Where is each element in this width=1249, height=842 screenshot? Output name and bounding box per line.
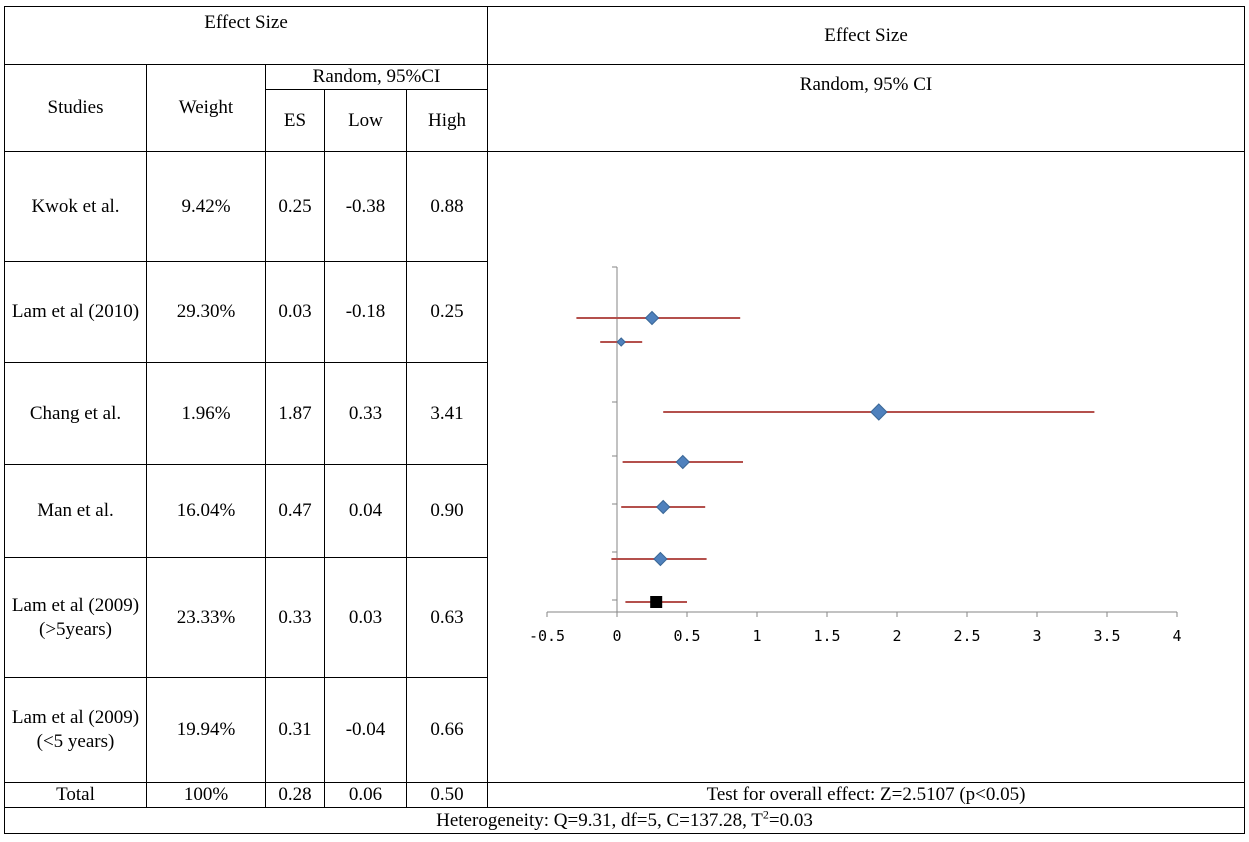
study-weight: 1.96% bbox=[146, 362, 266, 466]
study-es: 0.33 bbox=[265, 557, 325, 678]
forest-plot-chart: -0.5 0 0.5 1 1.5 2 2.5 3 3.5 4 bbox=[529, 266, 1182, 645]
study-low: 0.03 bbox=[324, 557, 407, 678]
summary-square-marker bbox=[650, 596, 663, 608]
x-tick-label: -0.5 bbox=[529, 627, 565, 645]
study-name: Kwok et al. bbox=[4, 150, 147, 263]
total-high: 0.50 bbox=[405, 782, 489, 808]
study-weight: 19.94% bbox=[146, 676, 266, 784]
effect-diamond-marker bbox=[656, 499, 671, 515]
forest-plot-cell: -0.5 0 0.5 1 1.5 2 2.5 3 3.5 4 bbox=[487, 151, 1246, 783]
study-weight: 16.04% bbox=[146, 464, 266, 559]
study-weight: 29.30% bbox=[146, 261, 266, 364]
study-es: 0.31 bbox=[265, 676, 325, 784]
study-name: Man et al. bbox=[4, 464, 147, 559]
effect-diamond-marker bbox=[644, 310, 660, 326]
study-es: 0.03 bbox=[265, 261, 325, 364]
x-tick-label: 2 bbox=[893, 627, 902, 645]
study-low: 0.33 bbox=[324, 362, 407, 466]
effect-diamond-marker bbox=[870, 403, 888, 421]
study-es: 1.87 bbox=[265, 362, 325, 466]
table-row: Kwok et al. 9.42% 0.25 -0.38 0.88 -0.5 0 0… bbox=[4, 150, 1246, 783]
study-high: 0.63 bbox=[405, 557, 489, 678]
study-high: 0.25 bbox=[405, 261, 489, 364]
effect-diamond-marker bbox=[675, 454, 691, 470]
study-name: Lam et al (2009) (>5years) bbox=[4, 557, 147, 678]
study-weight: 9.42% bbox=[146, 150, 266, 263]
x-tick-label: 0.5 bbox=[673, 627, 700, 645]
total-weight: 100% bbox=[146, 782, 266, 808]
col-header-es: ES bbox=[265, 89, 325, 152]
x-tick-label: 3.5 bbox=[1093, 627, 1120, 645]
x-tick-label: 1.5 bbox=[813, 627, 840, 645]
table-row: Man et al. 16.04% 0.47 0.04 0.90 bbox=[4, 464, 1245, 559]
x-tick-label: 2.5 bbox=[953, 627, 980, 645]
x-tick-label: 0 bbox=[613, 627, 622, 645]
heterogeneity-superscript: 2 bbox=[762, 807, 769, 822]
col-header-studies: Studies bbox=[4, 64, 147, 152]
study-low: -0.04 bbox=[324, 676, 407, 784]
study-low: -0.18 bbox=[324, 261, 407, 364]
study-name: Lam et al (2009) (<5 years) bbox=[4, 676, 147, 784]
study-low: 0.04 bbox=[324, 464, 407, 559]
heterogeneity-suffix: =0.03 bbox=[768, 809, 813, 831]
heterogeneity-row: Heterogeneity: Q=9.31, df=5, C=137.28, T… bbox=[3, 807, 1246, 834]
col-header-random-ci: Random, 95%CI bbox=[264, 64, 489, 90]
header-effect-size-right: Effect Size bbox=[487, 6, 1246, 65]
plot-subtitle: Random, 95% CI bbox=[487, 64, 1246, 152]
study-es: 0.25 bbox=[265, 150, 325, 263]
header-effect-size-left: Effect Size bbox=[3, 6, 489, 65]
col-header-weight: Weight bbox=[146, 64, 266, 152]
table-row: Lam et al (2009) (>5years) 23.33% 0.33 0… bbox=[4, 557, 1245, 678]
total-label: Total bbox=[4, 782, 147, 808]
effect-diamond-marker bbox=[653, 551, 668, 567]
overall-effect-test: Test for overall effect: Z=2.5107 (p<0.0… bbox=[487, 782, 1246, 808]
study-high: 3.41 bbox=[405, 362, 489, 466]
study-name: Chang et al. bbox=[4, 362, 147, 466]
study-high: 0.90 bbox=[405, 464, 489, 559]
forest-table: Effect Size Effect Size Studies Weight R… bbox=[3, 6, 1246, 834]
study-high: 0.88 bbox=[405, 150, 489, 263]
x-tick-label: 1 bbox=[753, 627, 762, 645]
total-low: 0.06 bbox=[324, 782, 407, 808]
effect-diamond-marker bbox=[616, 337, 626, 347]
total-es: 0.28 bbox=[265, 782, 325, 808]
study-weight: 23.33% bbox=[146, 557, 266, 678]
col-header-high: High bbox=[405, 89, 489, 152]
table-row: Chang et al. 1.96% 1.87 0.33 3.41 bbox=[4, 362, 1245, 466]
col-header-low: Low bbox=[324, 89, 407, 152]
x-tick-label: 3 bbox=[1033, 627, 1042, 645]
study-es: 0.47 bbox=[265, 464, 325, 559]
total-row: Total 100% 0.28 0.06 0.50 Test for overa… bbox=[4, 782, 1246, 808]
study-name: Lam et al (2010) bbox=[4, 261, 147, 364]
heterogeneity-prefix: Heterogeneity: Q=9.31, df=5, C=137.28, T bbox=[436, 809, 763, 831]
x-tick-label: 4 bbox=[1173, 627, 1182, 645]
study-low: -0.38 bbox=[324, 150, 407, 263]
heterogeneity-stats: Heterogeneity: Q=9.31, df=5, C=137.28, T… bbox=[3, 807, 1246, 834]
study-high: 0.66 bbox=[405, 676, 489, 784]
table-row: Lam et al (2009) (<5 years) 19.94% 0.31 … bbox=[4, 676, 1245, 784]
